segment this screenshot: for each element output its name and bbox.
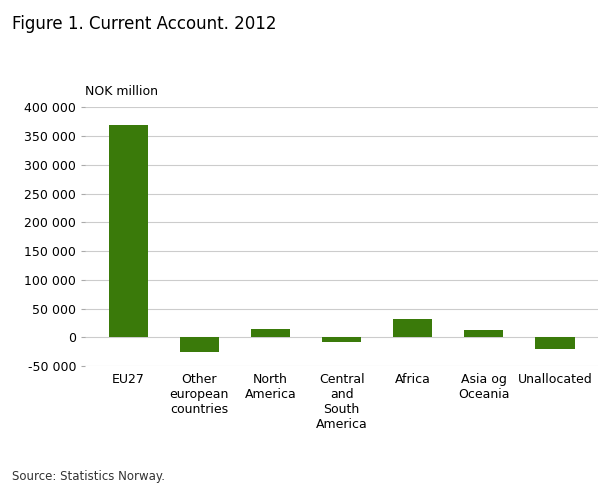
Bar (109, 124, 148, 337)
Text: Figure 1. Current Account. 2012: Figure 1. Current Account. 2012 (12, 15, 277, 33)
Bar (251, 328, 290, 337)
Bar (180, 337, 219, 352)
Bar (393, 319, 432, 337)
Bar (464, 330, 503, 337)
Bar (536, 337, 575, 349)
Bar (322, 337, 361, 342)
Text: NOK million: NOK million (85, 84, 159, 98)
Text: Source: Statistics Norway.: Source: Statistics Norway. (12, 470, 165, 483)
